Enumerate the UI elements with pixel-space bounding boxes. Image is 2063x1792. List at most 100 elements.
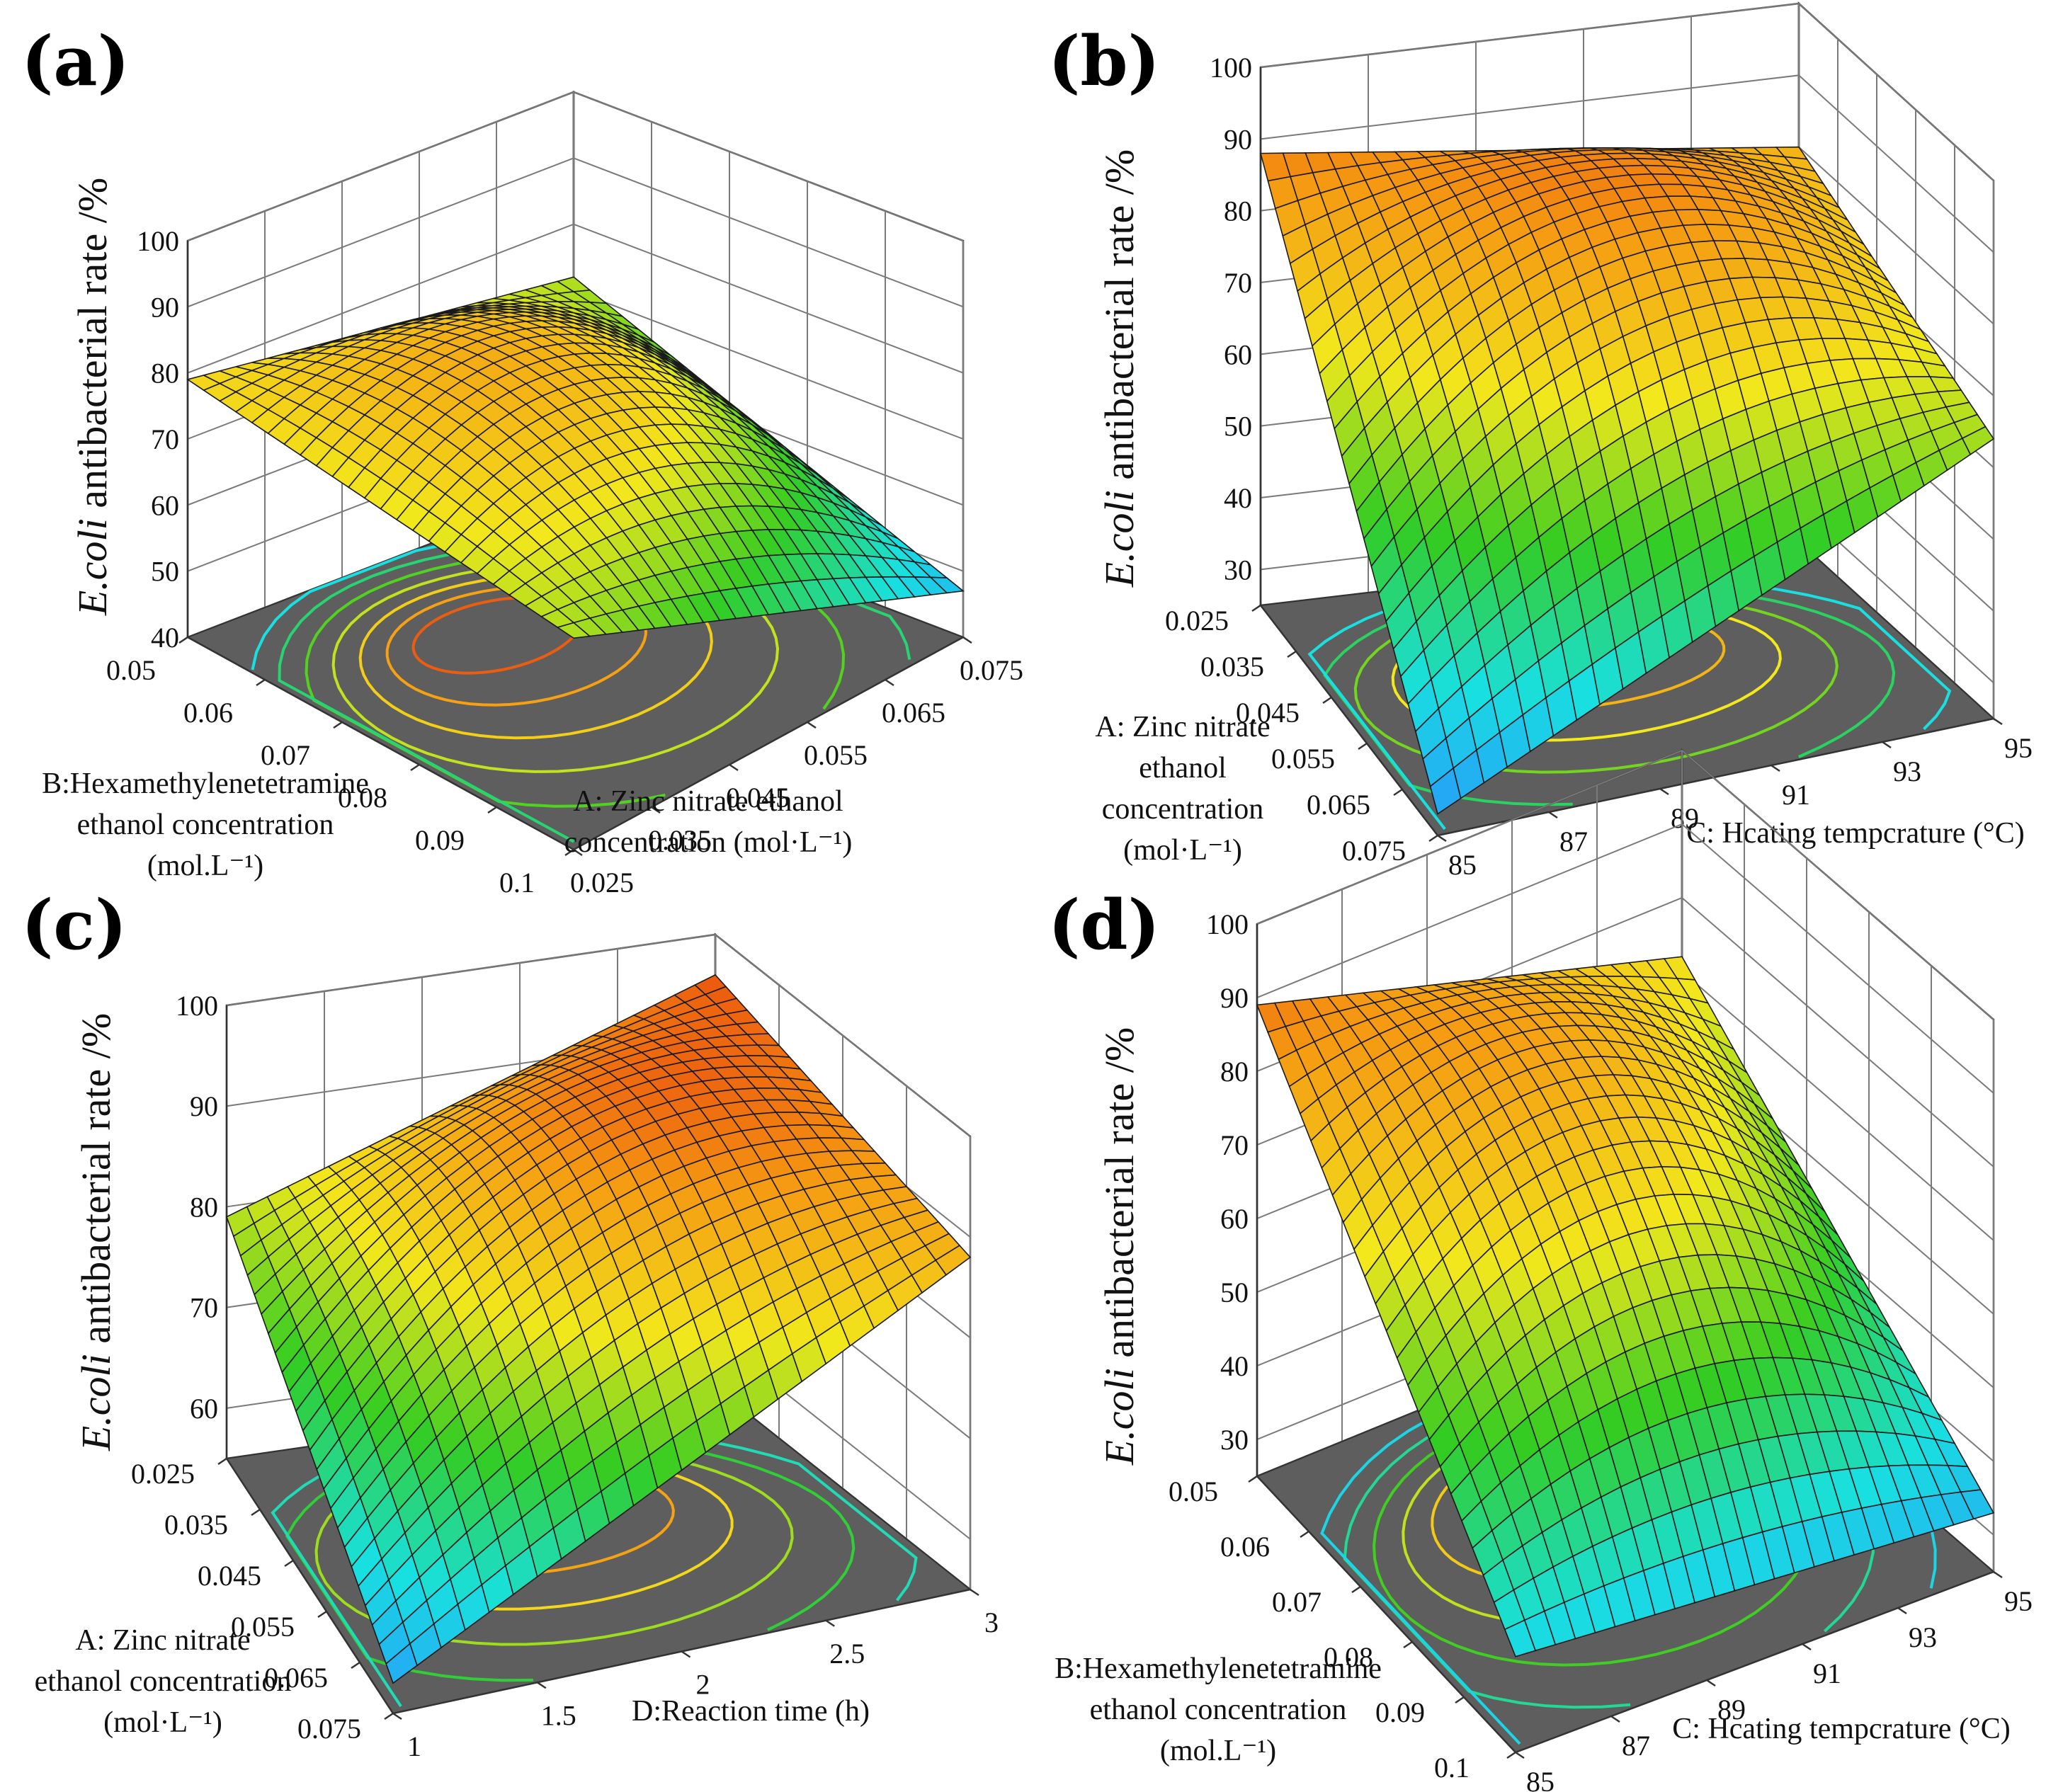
- x-axis-title: D:Reaction time (h): [632, 1695, 870, 1728]
- y-tick-mark: [1403, 1640, 1413, 1649]
- z-axis-title-italic: E.coli: [1096, 490, 1142, 588]
- y-tick-label: 0.06: [183, 697, 233, 729]
- z-tick-label: 80: [151, 358, 179, 389]
- x-tick-label: 0.035: [648, 824, 712, 856]
- x-tick-label: 93: [1909, 1621, 1937, 1653]
- panel-label: (b): [1048, 21, 1160, 101]
- y-axis-title: B:Hexamethylenetetramine ethanol concentr…: [42, 767, 369, 882]
- z-tick-label: 70: [190, 1292, 218, 1324]
- z-tick-label: 50: [1224, 411, 1252, 443]
- z-tick-label: 80: [1224, 195, 1252, 227]
- response-surface: [1256, 956, 1995, 1657]
- x-tick-label: 91: [1782, 779, 1810, 811]
- z-tick-label: 40: [1220, 1350, 1249, 1382]
- wall-gridline: [187, 91, 964, 241]
- panel-b: 100 90 80 70 60 50 40 30 85 87 89 91 93 95 0.025 0.035 0…: [1048, 1, 2033, 881]
- y-tick-mark: [1322, 696, 1332, 704]
- y-axis-title-line: A: Zinc nitrate: [75, 1624, 250, 1657]
- y-axis-title-line: (mol·L⁻¹): [1123, 834, 1242, 867]
- y-tick-mark: [351, 1661, 360, 1670]
- panel-d: 100908070605040308587899193950.050.060.0…: [1048, 748, 2033, 1792]
- x-tick-label: 0.055: [804, 739, 868, 771]
- y-tick-label: 0.07: [1272, 1586, 1322, 1618]
- y-axis-title: A: Zinc nitrate ethanol concentration (mol·…: [1095, 711, 1270, 867]
- y-axis-title-line: ethanol concentration: [77, 809, 334, 841]
- y-axis-title-line: (mol.L⁻¹): [147, 850, 263, 882]
- x-tick-mark: [825, 1619, 835, 1627]
- y-tick-label: 0.05: [1169, 1476, 1218, 1507]
- y-tick-mark: [333, 721, 343, 729]
- x-axis-title-line: C: Hcating tempcrature (°C): [1686, 817, 2024, 850]
- z-tick-label: 60: [1220, 1203, 1249, 1235]
- z-tick-label: 80: [1220, 1056, 1249, 1088]
- y-tick-mark: [1428, 834, 1438, 843]
- z-tick-label: 100: [1206, 908, 1249, 940]
- z-tick-label: 100: [1210, 52, 1252, 84]
- x-tick-mark: [1802, 1643, 1812, 1651]
- x-axis-title-line: concentration (mol·L⁻¹): [564, 826, 853, 859]
- y-tick-mark: [384, 1712, 394, 1720]
- panel-label: (a): [21, 21, 130, 101]
- x-tick-mark: [651, 806, 661, 814]
- z-axis-title-italic: E.coli: [69, 518, 115, 616]
- y-axis-title-line: B:Hexamethylenetetramine: [42, 767, 369, 800]
- y-tick-mark: [217, 1457, 227, 1466]
- y-tick-label: 0.09: [415, 824, 465, 856]
- x-tick-label: 89: [1717, 1694, 1746, 1725]
- x-tick-label: 89: [1671, 802, 1699, 834]
- y-tick-label: 0.1: [1434, 1752, 1470, 1784]
- floor-edge: [225, 1458, 971, 1715]
- x-tick-label: 91: [1813, 1657, 1841, 1689]
- y-tick-mark: [251, 1508, 261, 1517]
- z-axis-title: E.coli antibacterial rate /%: [1096, 149, 1142, 588]
- x-tick-mark: [537, 1682, 547, 1689]
- panel-a: 100 90 80 70 60 50 40 0.025 0.035 0.045 0.055 0.065…: [21, 21, 1023, 898]
- z-axis-title-rest: antibacterial rate /%: [1096, 1027, 1142, 1368]
- x-tick-label: 0.065: [882, 697, 945, 729]
- y-tick-mark: [178, 636, 188, 644]
- x-tick-mark: [1897, 1606, 1907, 1615]
- z-axis-title: E.coli antibacterial rate /%: [73, 1013, 119, 1451]
- floor-edge: [1256, 1476, 1994, 1754]
- y-tick-mark: [1351, 1585, 1361, 1594]
- z-axis-title-italic: E.coli: [1096, 1368, 1142, 1466]
- y-tick-mark: [1300, 1530, 1309, 1539]
- y-tick-label: 0.055: [1271, 743, 1335, 775]
- panel-c: 100 90 80 70 60 1 1.5 2 2.5 3 0.025 0.035 0.045 0.055…: [21, 885, 999, 1762]
- y-tick-label: 0.025: [131, 1458, 195, 1490]
- y-tick-label: 0.035: [1200, 651, 1264, 683]
- contour-line: [358, 573, 713, 740]
- z-tick-label: 90: [1224, 123, 1252, 155]
- y-axis-title-line: (mol·L⁻¹): [103, 1706, 222, 1739]
- response-surface: [1259, 146, 1995, 815]
- x-axis-title: A: Zinc nitrate ethanol concentration (mo…: [564, 785, 853, 859]
- y-tick-label: 0.045: [1236, 697, 1300, 729]
- x-axis-title-line: C: Hcating tempcrature (°C): [1672, 1713, 2010, 1745]
- y-tick-mark: [1455, 1696, 1465, 1704]
- y-tick-mark: [1506, 1751, 1516, 1759]
- y-tick-label: 0.05: [106, 654, 156, 686]
- x-tick-label: 85: [1448, 849, 1477, 881]
- z-tick-label: 40: [151, 622, 179, 654]
- y-tick-label: 0.065: [264, 1662, 328, 1694]
- z-tick-label: 60: [1224, 338, 1252, 370]
- z-tick-label: 90: [151, 291, 179, 323]
- y-tick-mark: [1248, 1475, 1258, 1483]
- y-axis-title-line: (mol.L⁻¹): [1160, 1735, 1276, 1767]
- y-tick-label: 0.1: [499, 867, 535, 898]
- x-tick-mark: [1437, 834, 1447, 843]
- y-tick-mark: [1287, 650, 1297, 658]
- y-tick-mark: [487, 806, 497, 814]
- surface-cell: [1960, 1489, 1995, 1520]
- x-tick-mark: [1659, 787, 1669, 796]
- y-tick-mark: [256, 678, 266, 687]
- z-axis-title: E.coli antibacterial rate /%: [69, 178, 115, 616]
- x-axis-title-line: A: Zinc nitrate ethanol: [573, 785, 843, 818]
- y-tick-label: 0.08: [338, 782, 387, 814]
- z-axis-title-rest: antibacterial rate /%: [1096, 149, 1142, 490]
- x-tick-label: 0.025: [570, 867, 634, 898]
- x-tick-label: 0.045: [726, 782, 790, 814]
- z-axis-title-rest: antibacterial rate /%: [69, 178, 115, 518]
- x-tick-label: 1: [407, 1730, 421, 1762]
